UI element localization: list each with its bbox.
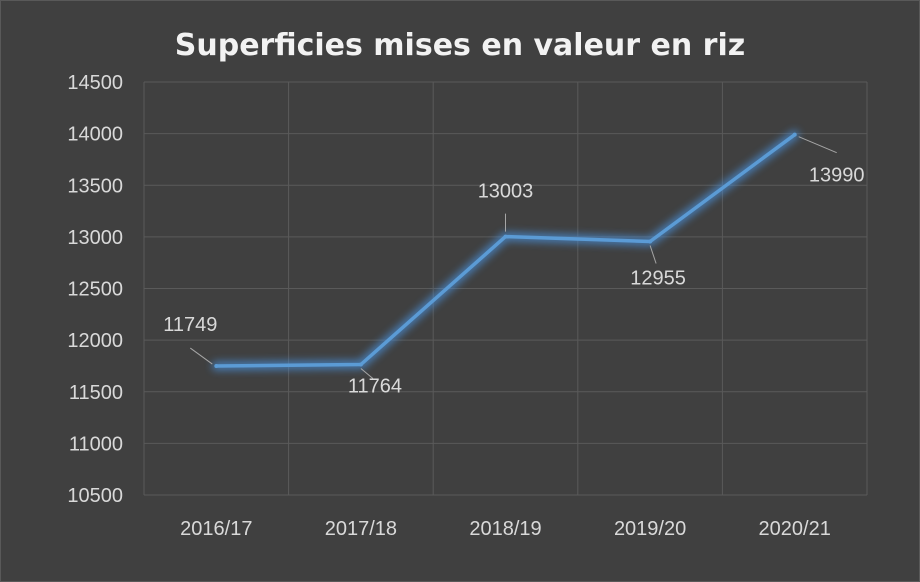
data-point [792, 132, 797, 137]
series-line-glow [211, 130, 800, 371]
data-point [503, 234, 508, 239]
data-point [358, 362, 363, 367]
x-tick-label: 2017/18 [325, 518, 397, 540]
x-tick-label: 2020/21 [759, 518, 831, 540]
leader-line [649, 245, 657, 264]
leader-line [798, 136, 837, 154]
x-tick-label: 2018/19 [469, 518, 541, 540]
x-axis-ticks: 2016/17 2017/18 2018/19 2019/20 2020/21 [180, 518, 831, 540]
y-tick-label: 14000 [67, 124, 123, 146]
y-axis-ticks: 10500 11000 11500 12000 12500 13000 13500 14000… [67, 72, 123, 507]
data-label-layer: 11749 11764 13003 12955 13990 [163, 136, 865, 397]
x-tick-label: 2019/20 [614, 518, 686, 540]
series-line [214, 132, 797, 368]
y-tick-label: 12500 [67, 279, 123, 301]
y-tick-label: 13500 [67, 175, 123, 197]
grid-layer [143, 81, 868, 496]
data-point [214, 364, 219, 369]
y-tick-label: 10500 [67, 485, 123, 507]
data-label: 13003 [478, 181, 534, 203]
y-tick-label: 11500 [69, 382, 123, 404]
data-label: 11749 [163, 314, 217, 336]
y-tick-label: 12000 [67, 330, 123, 352]
x-tick-label: 2016/17 [180, 518, 252, 540]
data-point [648, 239, 653, 244]
y-tick-label: 13000 [67, 227, 123, 249]
data-label: 13990 [809, 165, 865, 187]
y-tick-label: 14500 [67, 72, 123, 94]
series-layer [211, 130, 800, 371]
leader-line [360, 368, 374, 379]
y-tick-label: 11000 [69, 433, 123, 455]
data-label: 12955 [630, 268, 686, 290]
data-label: 11764 [348, 375, 402, 397]
leader-line [190, 347, 213, 365]
chart-title: Superficies mises en valeur en riz [175, 28, 745, 63]
